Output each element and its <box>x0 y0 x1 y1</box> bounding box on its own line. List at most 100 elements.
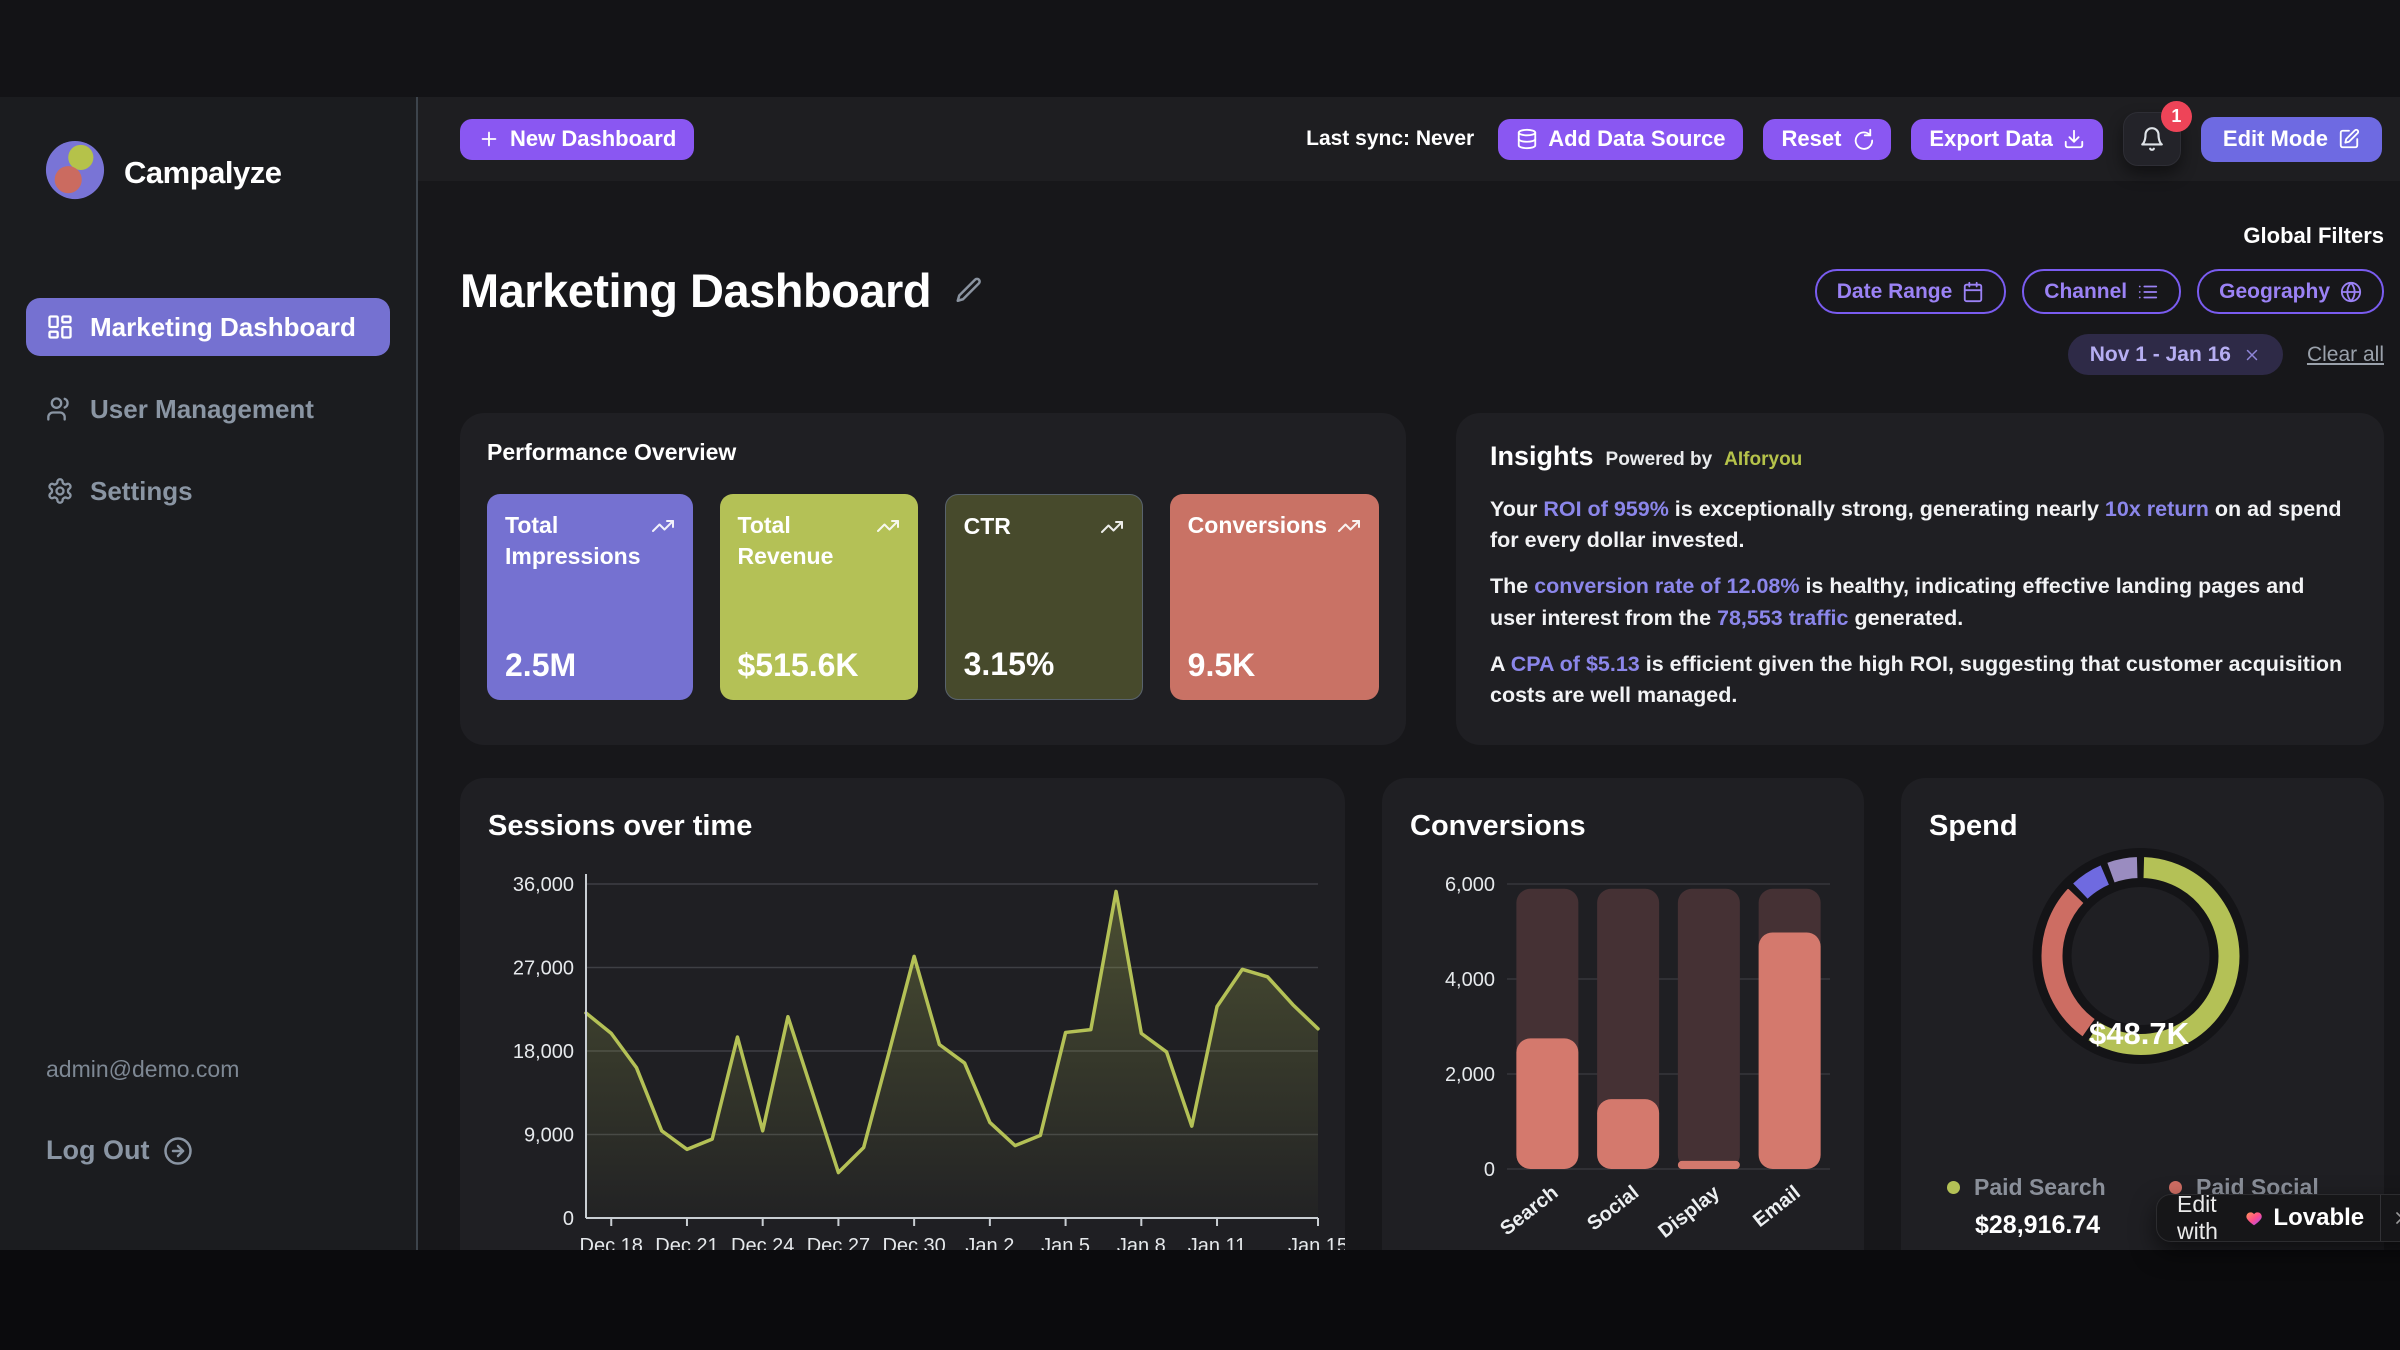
sidebar-item-marketing-dashboard[interactable]: Marketing Dashboard <box>26 298 390 356</box>
trending-up-icon <box>1100 521 1123 533</box>
spend-donut-chart <box>2032 848 2249 1064</box>
insight-highlight: 78,553 traffic <box>1717 605 1849 630</box>
svg-text:Jan 5: Jan 5 <box>1041 1235 1090 1250</box>
sidebar-item-user-management[interactable]: User Management <box>26 380 390 438</box>
svg-text:Dec 21: Dec 21 <box>655 1235 718 1250</box>
brand-name: Campalyze <box>124 154 282 190</box>
trending-up-icon <box>651 520 674 532</box>
logout-button[interactable]: Log Out <box>26 1135 390 1166</box>
svg-text:36,000: 36,000 <box>513 874 574 896</box>
edit-mode-button[interactable]: Edit Mode <box>2200 116 2382 162</box>
users-icon <box>47 397 69 421</box>
insight-paragraph: The conversion rate of 12.08% is healthy… <box>1490 574 2305 630</box>
campalyze-logo-icon <box>44 139 106 206</box>
sessions-chart-title: Sessions over time <box>488 810 753 842</box>
kpi-card: Conversions 9.5K <box>1169 494 1379 700</box>
close-icon[interactable] <box>2243 346 2261 364</box>
insight-highlight: CPA of $5.13 <box>1510 651 1640 676</box>
channel-filter-button[interactable]: Channel <box>2022 269 2182 314</box>
svg-text:Jan 8: Jan 8 <box>1117 1235 1166 1250</box>
insight-highlight: 10x return <box>2104 497 2209 521</box>
svg-text:Social: Social <box>1583 1182 1643 1236</box>
sessions-panel: Sessions over time 0 9,000 18,000 27,000 36,… <box>460 778 1345 1250</box>
logout-label: Log Out <box>46 1135 150 1165</box>
kpi-value: 2.5M <box>505 647 577 683</box>
notification-badge: 1 <box>2160 101 2192 132</box>
svg-text:Email: Email <box>1749 1182 1805 1232</box>
clear-all-link[interactable]: Clear all <box>2306 342 2384 366</box>
kpi-label: CTR <box>963 513 1011 539</box>
bell-icon <box>2141 127 2163 151</box>
svg-text:Dec 24: Dec 24 <box>731 1235 794 1250</box>
reset-button[interactable]: Reset <box>1763 118 1892 160</box>
top-band <box>0 0 2400 97</box>
close-icon <box>2396 1212 2400 1224</box>
edit-title-pencil-icon[interactable] <box>953 276 983 306</box>
legend-dot <box>2169 1181 2182 1194</box>
sidebar-item-settings[interactable]: Settings <box>26 462 390 520</box>
download-icon <box>2064 129 2084 149</box>
spend-panel: Spend $48.7K Paid Search $28,916.74 Paid S… <box>1901 778 2384 1250</box>
legend-item: Paid Search $28,916.74 <box>1947 1174 2169 1240</box>
svg-text:27,000: 27,000 <box>513 958 574 980</box>
insights-title: Insights <box>1490 441 1594 471</box>
edit-with-lovable-link[interactable]: Edit with Lovable <box>2177 1191 2365 1244</box>
legend-dot <box>1947 1181 1960 1194</box>
gear-icon <box>48 478 72 504</box>
insights-powered-by: Powered by <box>1605 449 1713 470</box>
insight-highlight: ROI of 959% <box>1543 497 1669 521</box>
performance-overview-title: Performance Overview <box>487 439 737 465</box>
last-sync-status: Last sync: Never <box>1306 127 1475 150</box>
content-area: Marketing Dashboard Global Filters Date … <box>418 181 2400 1250</box>
rotate-icon <box>1855 128 1874 150</box>
page-title: Marketing Dashboard <box>460 264 932 317</box>
kpi-label: Total Impressions <box>505 512 641 570</box>
insights-panel: Insights Powered by AIforyou Your ROI of… <box>1456 413 2384 745</box>
plus-icon <box>481 131 497 147</box>
date-range-filter-button[interactable]: Date Range <box>1814 269 2007 314</box>
lovable-badge: Edit with Lovable <box>2156 1191 2400 1244</box>
kpi-value: $515.6K <box>737 647 859 683</box>
svg-text:Dec 18: Dec 18 <box>580 1235 643 1250</box>
spend-chart-title: Spend <box>1929 810 2018 842</box>
kpi-grid: Total Impressions 2.5M Total Revenue $515.6… <box>487 494 1379 700</box>
insights-paragraphs: Your ROI of 959% is exceptionally strong… <box>1490 494 2350 711</box>
kpi-value: 9.5K <box>1187 647 1256 683</box>
sidebar-item-label: Marketing Dashboard <box>90 311 356 342</box>
svg-text:Search: Search <box>1496 1182 1562 1240</box>
svg-text:9,000: 9,000 <box>524 1125 574 1147</box>
global-filters-label: Global Filters <box>2243 223 2384 248</box>
sidebar-item-label: User Management <box>90 393 314 424</box>
svg-text:Jan 11: Jan 11 <box>1188 1235 1247 1250</box>
conversions-bar-chart: 0 2,000 4,000 6,000 Search Social Display Email <box>1445 874 1830 1243</box>
lovable-badge-close-button[interactable] <box>2380 1195 2400 1241</box>
square-pen-icon <box>2339 128 2360 149</box>
new-dashboard-button[interactable]: New Dashboard <box>460 118 695 160</box>
insights-provider: AIforyou <box>1724 449 1803 470</box>
svg-text:2,000: 2,000 <box>1445 1064 1495 1086</box>
database-icon <box>1518 128 1537 150</box>
user-email: admin@demo.com <box>46 1056 240 1082</box>
add-data-source-button[interactable]: Add Data Source <box>1498 118 1744 160</box>
topbar: New Dashboard Last sync: Never Add Data … <box>418 97 2400 181</box>
kpi-card: CTR 3.15% <box>944 494 1143 700</box>
svg-text:Display: Display <box>1654 1181 1724 1243</box>
geography-filter-button[interactable]: Geography <box>2197 269 2384 314</box>
arrow-right-circle-icon <box>164 1136 193 1165</box>
conversions-chart-title: Conversions <box>1410 810 1586 842</box>
svg-text:0: 0 <box>1484 1159 1495 1181</box>
conversions-panel: Conversions 0 2,000 4,000 6,000 Search Social… <box>1382 778 1864 1250</box>
calendar-icon <box>1964 281 1983 302</box>
dashboard-grid-icon <box>48 315 72 339</box>
date-range-chip[interactable]: Nov 1 - Jan 16 <box>2067 334 2283 375</box>
kpi-card: Total Impressions 2.5M <box>487 494 693 700</box>
list-icon <box>2138 285 2158 298</box>
svg-text:Jan 15: Jan 15 <box>1288 1235 1345 1250</box>
export-data-button[interactable]: Export Data <box>1911 118 2103 160</box>
kpi-label: Total Revenue <box>737 512 834 570</box>
svg-text:0: 0 <box>563 1208 574 1230</box>
trending-up-icon <box>1338 520 1360 532</box>
globe-icon <box>2340 281 2362 302</box>
kpi-value: 3.15% <box>963 646 1055 682</box>
